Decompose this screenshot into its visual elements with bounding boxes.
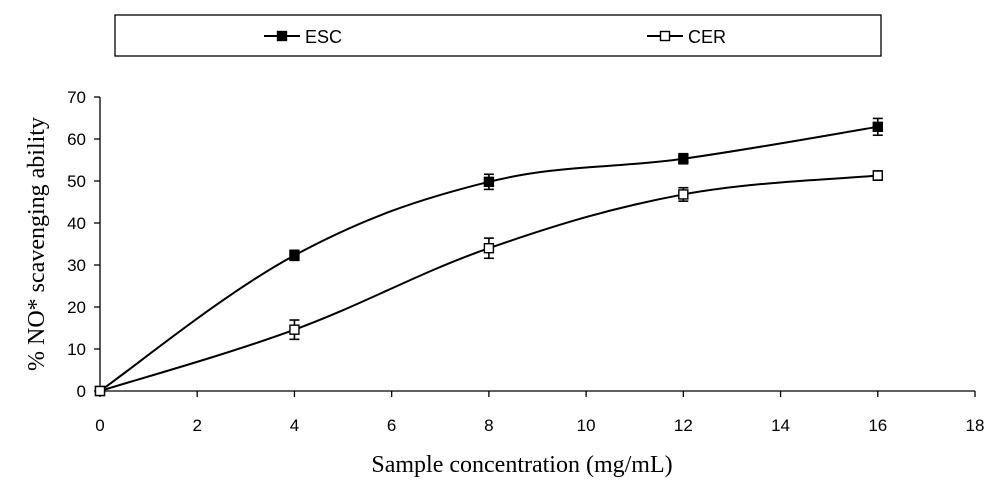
x-tick-label: 10 xyxy=(577,416,596,435)
x-tick-label: 18 xyxy=(966,416,985,435)
data-point-esc xyxy=(289,250,300,261)
legend-item-esc: ESC xyxy=(264,27,342,47)
legend-esc-marker xyxy=(276,30,288,42)
x-axis-title: Sample concentration (mg/mL) xyxy=(371,452,672,478)
y-tick-label: 70 xyxy=(67,88,86,107)
data-point-cer xyxy=(872,170,883,181)
series-line-cer xyxy=(99,174,878,392)
y-axis-title: % NO* scavenging ability xyxy=(24,117,50,371)
x-tick-label: 8 xyxy=(484,416,493,435)
x-tick-label: 14 xyxy=(771,416,790,435)
legend-esc-label: ESC xyxy=(305,27,342,47)
y-tick-label: 10 xyxy=(67,340,86,359)
x-ticks: 0 2 4 6 8 10 12 14 16 18 xyxy=(95,391,984,435)
legend: ESC CER xyxy=(114,14,882,57)
legend-cer-marker xyxy=(659,30,671,42)
y-tick-label: 60 xyxy=(67,130,86,149)
series-cer xyxy=(94,170,883,397)
legend-cer-label: CER xyxy=(688,27,726,47)
y-ticks: 0 10 20 30 40 50 60 70 xyxy=(67,88,100,401)
data-point-cer xyxy=(289,324,300,335)
data-point-esc xyxy=(678,153,689,164)
y-tick-label: 30 xyxy=(67,256,86,275)
y-tick-label: 20 xyxy=(67,298,86,317)
x-tick-label: 2 xyxy=(192,416,201,435)
series-layer xyxy=(94,117,883,397)
x-tick-label: 6 xyxy=(387,416,396,435)
data-point-esc xyxy=(483,176,495,188)
data-point-cer xyxy=(94,385,106,397)
data-point-cer xyxy=(678,189,689,200)
data-point-esc xyxy=(872,121,883,133)
y-tick-label: 0 xyxy=(77,382,86,401)
legend-box xyxy=(114,14,882,57)
x-tick-label: 16 xyxy=(868,416,887,435)
axes xyxy=(99,97,975,392)
x-tick-label: 12 xyxy=(674,416,693,435)
y-tick-label: 40 xyxy=(67,214,86,233)
x-tick-label: 4 xyxy=(290,416,299,435)
legend-item-cer: CER xyxy=(647,27,726,47)
data-point-cer xyxy=(483,242,495,254)
x-tick-label: 0 xyxy=(95,416,104,435)
y-tick-label: 50 xyxy=(67,172,86,191)
